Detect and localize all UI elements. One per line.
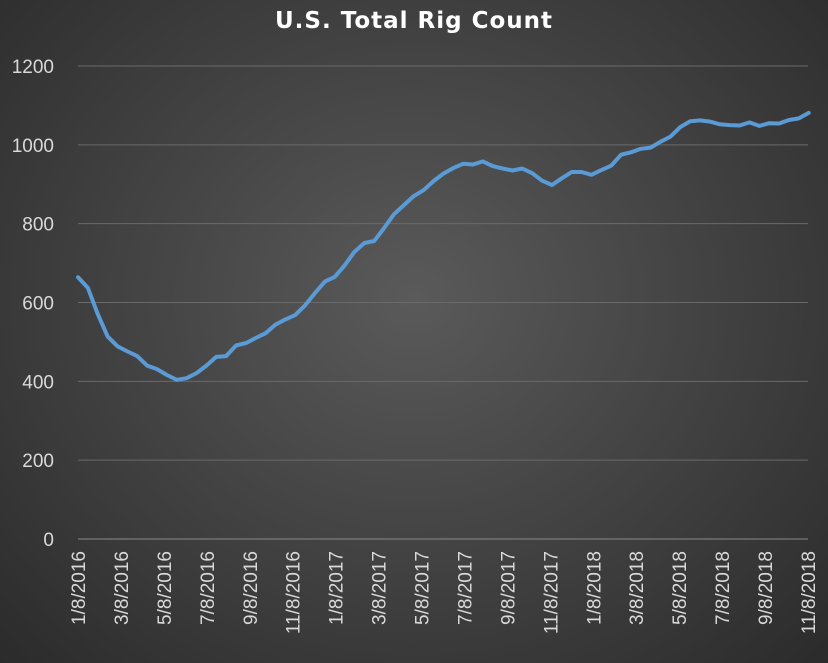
x-tick-label: 9/8/2017 [498, 551, 519, 625]
gridlines [78, 65, 808, 540]
x-tick-label: 11/8/2016 [284, 551, 305, 634]
series-layer [76, 110, 811, 382]
y-tick-label: 0 [43, 530, 54, 551]
y-tick-label: 200 [22, 451, 54, 472]
x-tick-label: 9/8/2018 [756, 551, 777, 625]
x-tick-label: 1/8/2018 [584, 551, 605, 625]
x-tick-label: 5/8/2018 [670, 551, 691, 625]
series-line [76, 110, 811, 382]
chart-title: U.S. Total Rig Count [274, 8, 554, 34]
y-tick-label: 800 [22, 215, 54, 236]
y-tick-label: 400 [22, 372, 54, 393]
x-tick-label: 11/8/2018 [799, 551, 820, 634]
x-tick-label: 3/8/2016 [112, 551, 133, 625]
x-tick-label: 3/8/2017 [370, 551, 391, 625]
y-tick-label: 600 [22, 294, 54, 315]
y-axis-ticks: 0 200 400 600 800 1000 1200 [12, 57, 54, 551]
x-tick-label: 5/8/2016 [155, 551, 176, 625]
x-axis-ticks: 1/8/2016 3/8/2016 5/8/2016 7/8/2016 9/8/2016… [69, 551, 820, 634]
x-tick-label: 3/8/2018 [627, 551, 648, 625]
x-tick-label: 7/8/2016 [198, 551, 219, 625]
x-tick-label: 7/8/2018 [713, 551, 734, 625]
x-tick-label: 5/8/2017 [413, 551, 434, 625]
x-tick-label: 9/8/2016 [241, 551, 262, 625]
x-tick-label: 7/8/2017 [455, 551, 476, 625]
x-tick-label: 11/8/2017 [541, 551, 562, 634]
x-tick-label: 1/8/2017 [327, 551, 348, 625]
y-tick-label: 1000 [12, 136, 54, 157]
x-tick-label: 1/8/2016 [69, 551, 90, 625]
y-tick-label: 1200 [12, 57, 54, 78]
